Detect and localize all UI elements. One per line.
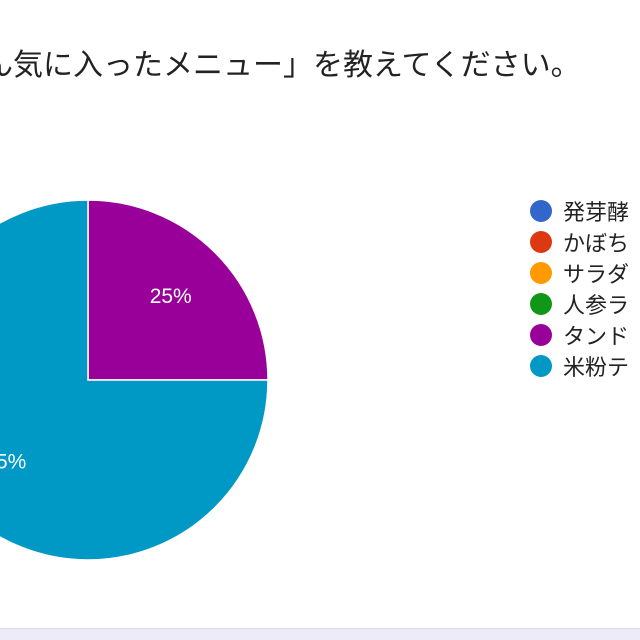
legend-item[interactable]: サラダ xyxy=(530,257,629,288)
legend-dot-icon xyxy=(530,230,552,253)
legend-container: 発芽酵 かぼち サラダ 人参ラ タンド 米粉テ xyxy=(520,185,640,425)
question-title-container: ん気に入ったメニュー」を教えてください。 xyxy=(0,0,640,110)
legend-dot-icon xyxy=(530,292,552,315)
legend-item[interactable]: 発芽酵 xyxy=(530,195,629,226)
pie-slice-米粉テ[interactable] xyxy=(0,199,269,561)
legend-item[interactable]: かぼち xyxy=(530,226,629,257)
legend-label: かぼち xyxy=(563,231,630,257)
question-title: ん気に入ったメニュー」を教えてください。 xyxy=(0,48,581,83)
legend-dot-icon xyxy=(530,199,552,222)
legend-dot-icon xyxy=(530,323,552,346)
legend-item[interactable]: 米粉テ xyxy=(530,350,629,381)
legend-item[interactable]: タンド xyxy=(530,319,629,350)
legend-label: 人参ラ xyxy=(563,293,630,319)
slice-percent-label: 75% xyxy=(0,450,26,473)
slice-percent-label: 25% xyxy=(150,285,192,308)
bottom-bar xyxy=(0,628,640,640)
legend: 発芽酵 かぼち サラダ 人参ラ タンド 米粉テ xyxy=(530,195,629,381)
legend-dot-icon xyxy=(530,261,552,284)
legend-label: サラダ xyxy=(563,262,630,288)
pie-slice-タンド[interactable] xyxy=(87,199,269,381)
legend-dot-icon xyxy=(530,354,552,377)
legend-label: 発芽酵 xyxy=(563,200,630,226)
legend-label: タンド xyxy=(563,324,630,350)
legend-item[interactable]: 人参ラ xyxy=(530,288,629,319)
legend-label: 米粉テ xyxy=(563,355,630,381)
